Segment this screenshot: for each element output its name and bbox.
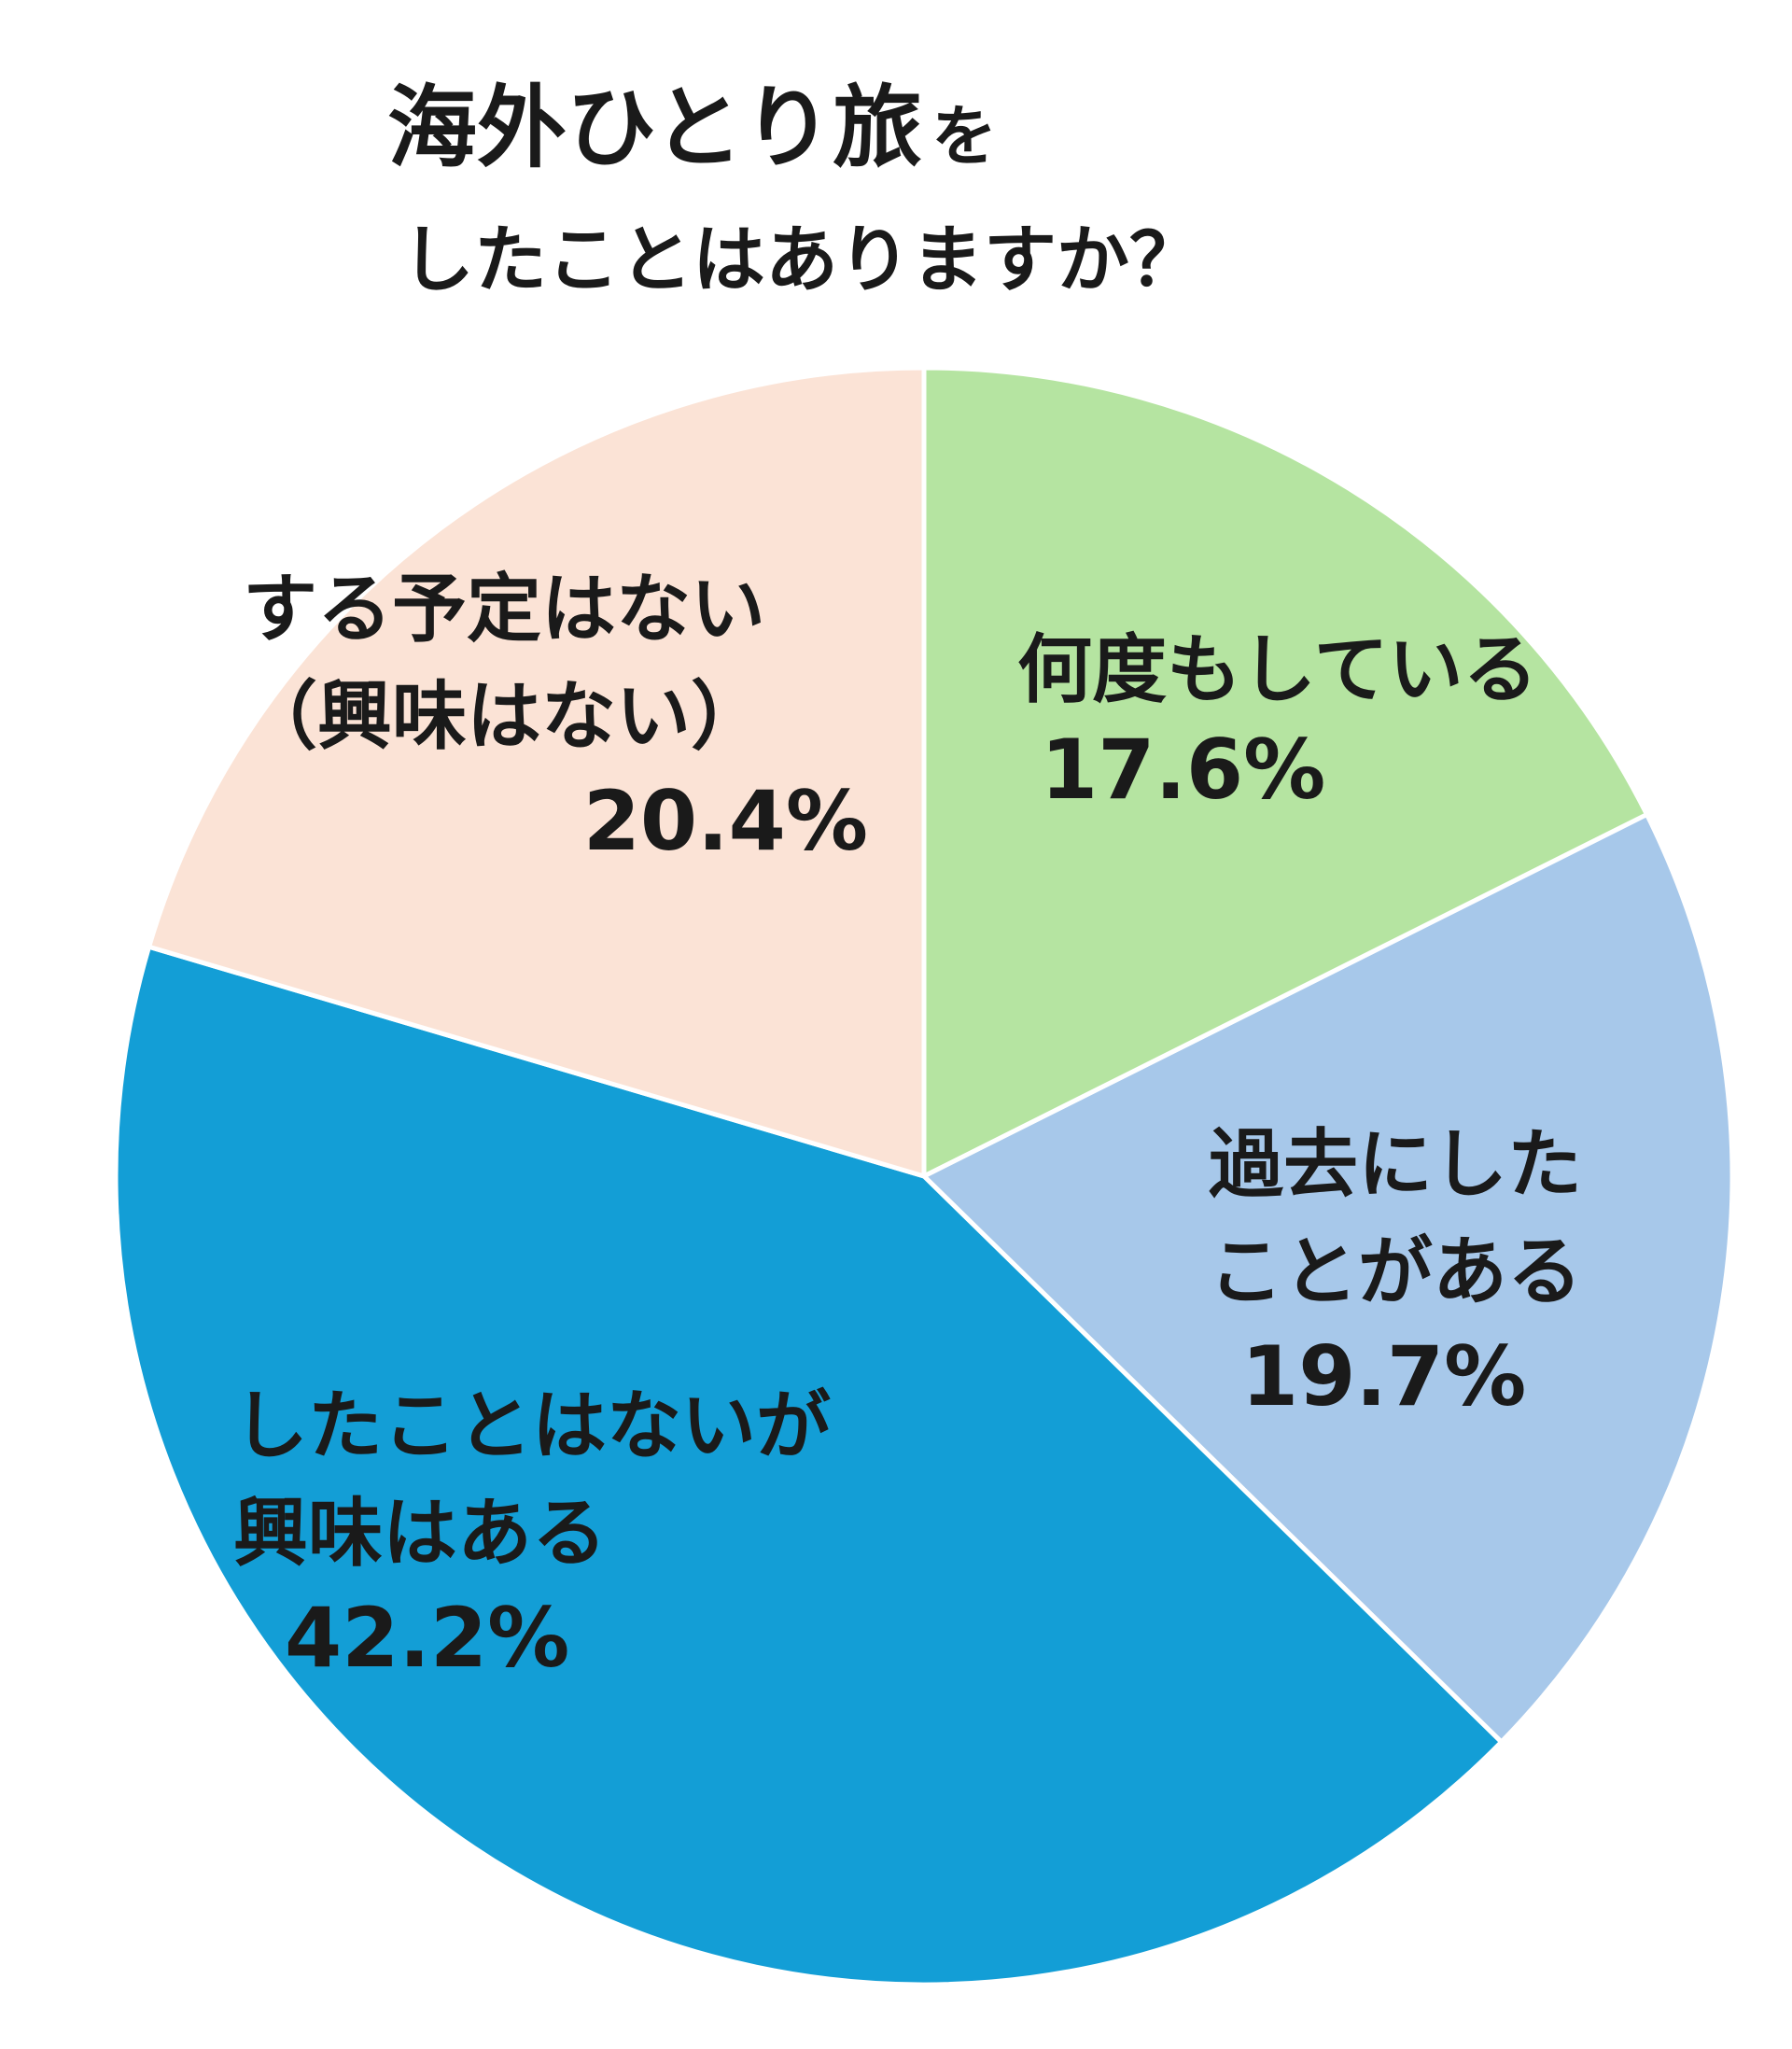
- slice-value-3: 42.2%: [285, 1590, 569, 1686]
- slice-label-1-line-1: 何度もしている: [1017, 626, 1538, 713]
- pie-slices: [113, 365, 1735, 1987]
- pie-slice-1: [921, 365, 1650, 1181]
- pie-slice-3: [113, 944, 1505, 1987]
- slice-label-3-line-1: したことはないが: [233, 1382, 831, 1469]
- slice-label-4-line-1: する予定はない: [243, 566, 765, 653]
- slice-value-2: 19.7%: [1241, 1328, 1526, 1424]
- pie-slice-2: [919, 811, 1735, 1746]
- slice-label-4-line-2: （興味はない）: [243, 673, 765, 760]
- title-line2: したことはありますか？: [401, 218, 1202, 302]
- slice-value-1: 17.6%: [1041, 722, 1325, 818]
- slice-label-3-line-2: 興味はある: [233, 1490, 607, 1577]
- pie-slice-4: [146, 365, 927, 1180]
- slice-label-4: する予定はない （興味はない） 20.4%: [243, 566, 868, 869]
- title-main-suffix: を: [931, 98, 997, 175]
- title-main: 海外ひとり旅: [387, 76, 922, 180]
- slice-label-2-line-1: 過去にした: [1209, 1121, 1582, 1208]
- slice-value-4: 20.4%: [583, 773, 868, 869]
- chart-title: 海外ひとり旅を したことはありますか？: [387, 76, 1202, 302]
- slice-label-1: 何度もしている 17.6%: [1017, 626, 1538, 818]
- slice-label-2-line-2: ことがある: [1209, 1228, 1582, 1315]
